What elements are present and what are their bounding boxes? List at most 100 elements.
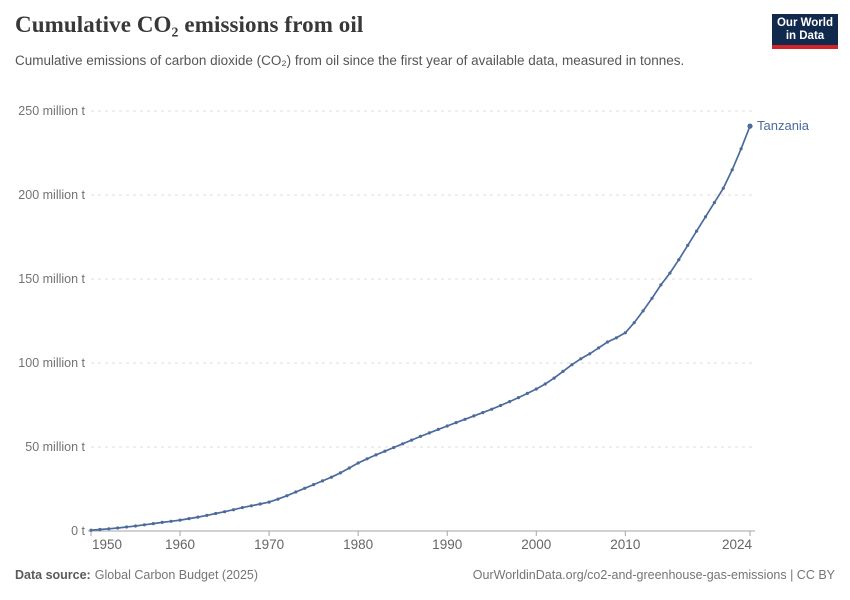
data-point-1979 [347, 466, 351, 470]
owid-logo: Our World in Data [772, 14, 838, 49]
x-axis-label-1950: 1950 [92, 537, 123, 552]
data-point-1957 [151, 522, 155, 526]
data-point-2009 [614, 336, 619, 340]
data-point-2000 [534, 387, 538, 391]
data-point-1981 [365, 457, 369, 461]
data-point-1962 [196, 515, 200, 519]
x-axis-label-2024: 2024 [721, 537, 752, 552]
chart-title: Cumulative CO₂ emissions from oil [15, 12, 364, 37]
data-point-1971 [276, 497, 280, 501]
x-axis-label-2010: 2010 [610, 537, 641, 552]
data-point-2014 [659, 283, 663, 287]
series-label-tanzania: Tanzania [757, 118, 810, 134]
data-point-1985 [401, 442, 405, 446]
data-point-1995 [490, 407, 494, 411]
y-axis-label-200: 200 million t [18, 188, 85, 202]
data-point-2022 [730, 168, 734, 172]
tanzania-line [90, 125, 751, 532]
x-axis-label-1970: 1970 [254, 537, 285, 552]
data-point-2001 [543, 382, 547, 386]
data-point-1958 [160, 520, 164, 525]
data-point-2016 [677, 258, 681, 262]
logo-line1: Our World [776, 16, 833, 29]
data-point-1963 [205, 513, 209, 518]
data-point-1955 [133, 524, 138, 528]
data-point-1991 [454, 421, 458, 425]
data-point-1983 [383, 449, 387, 453]
data-point-1952 [107, 527, 111, 531]
data-point-1966 [231, 508, 236, 512]
data-point-1950 [89, 528, 93, 532]
data-point-1960 [178, 518, 182, 522]
x-axis-label-1980: 1980 [343, 537, 374, 552]
data-point-1975 [312, 483, 316, 487]
data-point-1993 [472, 414, 476, 418]
data-point-1972 [285, 494, 289, 498]
x-axis-label-1960: 1960 [165, 537, 196, 552]
data-point-1988 [427, 431, 431, 435]
y-axis-label-250: 250 million t [18, 104, 85, 118]
data-point-1959 [169, 519, 173, 523]
data-point-1978 [338, 471, 342, 475]
data-point-1997 [508, 400, 512, 404]
data-point-1951 [98, 527, 102, 532]
data-point-1973 [294, 490, 298, 494]
data-point-1961 [187, 517, 191, 521]
data-point-2015 [668, 271, 672, 275]
data-point-1967 [240, 506, 244, 510]
data-point-1998 [516, 396, 521, 400]
data-point-1990 [445, 424, 449, 428]
data-point-2004 [570, 363, 574, 367]
y-axis-label-50: 50 million t [25, 440, 85, 454]
data-point-1986 [410, 438, 414, 442]
data-source-value: Global Carbon Budget (2025) [94, 568, 259, 582]
data-point-1976 [320, 479, 325, 483]
data-point-2017 [686, 243, 690, 247]
data-point-2012 [641, 309, 645, 313]
data-point-1980 [356, 461, 360, 465]
data-point-1992 [463, 417, 467, 421]
x-axis-label-1990: 1990 [432, 537, 463, 552]
x-axis-label-2000: 2000 [521, 537, 552, 552]
data-point-1996 [499, 403, 503, 408]
y-axis-label-0: 0 t [71, 524, 85, 538]
data-point-1984 [392, 445, 396, 450]
data-point-2021 [721, 186, 725, 190]
data-source: Data source: Global Carbon Budget (2025) [15, 568, 258, 582]
data-point-1999 [525, 391, 530, 395]
logo-line2: in Data [785, 29, 825, 42]
data-point-2010 [623, 331, 627, 335]
data-point-1982 [374, 453, 378, 457]
footer-attribution: OurWorldinData.org/co2-and-greenhouse-ga… [472, 568, 835, 582]
data-point-1954 [125, 525, 129, 529]
data-point-2018 [695, 229, 699, 233]
data-point-1974 [303, 486, 307, 490]
data-point-1989 [436, 427, 440, 431]
data-point-2005 [579, 357, 583, 361]
data-point-2006 [588, 352, 592, 356]
data-point-1964 [214, 511, 218, 516]
data-point-2007 [597, 346, 601, 350]
y-axis-label-100: 100 million t [18, 356, 85, 370]
data-point-1965 [223, 510, 227, 514]
data-source-label: Data source: [15, 568, 91, 582]
data-point-1977 [329, 475, 333, 479]
data-point-2020 [712, 201, 717, 205]
data-point-2003 [561, 369, 565, 373]
data-point-1953 [116, 526, 120, 530]
data-point-1956 [142, 523, 146, 527]
data-point-1970 [267, 500, 271, 504]
data-point-2024 [747, 123, 753, 129]
data-point-1987 [418, 434, 423, 438]
y-axis-label-150: 150 million t [18, 272, 85, 286]
data-point-1969 [258, 502, 262, 506]
data-point-2023 [739, 147, 743, 151]
data-point-1994 [481, 411, 485, 415]
data-point-2011 [632, 321, 636, 325]
data-point-2008 [605, 340, 610, 344]
data-point-2002 [552, 376, 556, 380]
data-point-2013 [650, 296, 654, 300]
